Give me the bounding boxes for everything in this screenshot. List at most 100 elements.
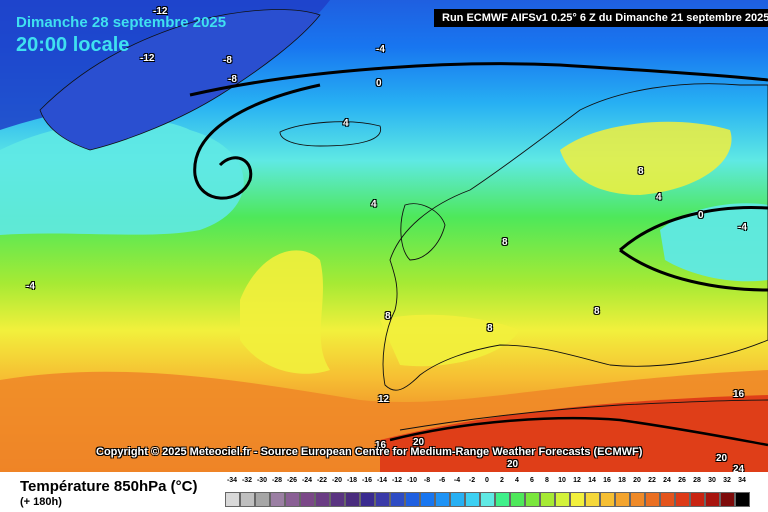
scale-swatch: [660, 492, 675, 507]
scale-tick-label: 16: [603, 477, 611, 484]
scale-swatch: [390, 492, 405, 507]
contour-label: 20: [507, 459, 519, 470]
scale-tick-label: 20: [633, 477, 641, 484]
contour-label: 12: [378, 394, 390, 405]
contour-label: 16: [733, 389, 745, 400]
scale-swatch: [540, 492, 555, 507]
scale-tick-label: -22: [316, 477, 328, 484]
lead-time: (+ 180h): [20, 496, 62, 508]
scale-tick-label: 2: [500, 477, 504, 484]
scale-swatch: [240, 492, 255, 507]
scale-tick-label: 10: [558, 477, 566, 484]
scale-swatch: [555, 492, 570, 507]
scale-tick-label: 8: [545, 477, 549, 484]
scale-swatch: [570, 492, 585, 507]
scale-swatch: [705, 492, 720, 507]
cold-zone-russia: [660, 203, 768, 282]
scale-tick-label: 24: [663, 477, 671, 484]
scale-tick-label: -28: [271, 477, 283, 484]
contour-label: -4: [738, 222, 747, 233]
scale-tick-label: -30: [256, 477, 268, 484]
hot-zone-africa: [380, 395, 768, 472]
scale-tick-label: 18: [618, 477, 626, 484]
land-europe: [382, 83, 768, 391]
forecast-date: Dimanche 28 septembre 2025: [16, 14, 227, 31]
scale-swatch: [420, 492, 435, 507]
contour-label: -8: [228, 74, 237, 85]
isotherm-zero-swirl: [193, 83, 321, 200]
scale-swatch: [255, 492, 270, 507]
contour-label: 20: [716, 453, 728, 464]
scale-swatch: [720, 492, 735, 507]
contour-label: 8: [594, 306, 600, 317]
scale-tick-label: 22: [648, 477, 656, 484]
scale-swatch: [735, 492, 750, 507]
yellow-zone-atlantic: [240, 250, 330, 374]
scale-swatch: [450, 492, 465, 507]
scale-swatch: [270, 492, 285, 507]
contour-label: 8: [385, 311, 391, 322]
scale-swatch: [675, 492, 690, 507]
scale-swatch: [630, 492, 645, 507]
footer: Température 850hPa (°C) (+ 180h) -34 -32-…: [0, 472, 768, 512]
contour-label: 4: [371, 199, 377, 210]
scale-tick-label: -16: [361, 477, 373, 484]
scale-swatch: [645, 492, 660, 507]
isotherm-zero-east: [619, 206, 768, 292]
scale-tick-label: 32: [723, 477, 731, 484]
cyan-zone-atlantic: [0, 119, 244, 235]
scale-swatch: [345, 492, 360, 507]
scale-tick-label: -24: [301, 477, 313, 484]
scale-swatch: [435, 492, 450, 507]
scale-swatch: [360, 492, 375, 507]
temperature-map: [0, 0, 768, 472]
forecast-time: 20:00 locale: [16, 34, 130, 56]
contour-label: 8: [487, 323, 493, 334]
scale-swatch: [285, 492, 300, 507]
scale-swatch: [300, 492, 315, 507]
scale-swatch: [225, 492, 240, 507]
contour-label: 8: [638, 166, 644, 177]
scale-swatch: [690, 492, 705, 507]
scale-swatch: [510, 492, 525, 507]
scale-tick-label: -18: [346, 477, 358, 484]
scale-tick-label: -2: [468, 477, 476, 484]
scale-swatch: [465, 492, 480, 507]
scale-tick-label: -6: [438, 477, 446, 484]
isotherm-twenty: [389, 416, 768, 447]
contour-label: -12: [140, 53, 155, 64]
scale-tick-label: 0: [485, 477, 489, 484]
contour-label: 4: [656, 192, 662, 203]
contour-label: 0: [698, 210, 704, 221]
scale-swatch: [600, 492, 615, 507]
scale-tick-label: 4: [515, 477, 519, 484]
land-uk: [400, 203, 446, 261]
scale-tick-label: 28: [693, 477, 701, 484]
scale-tick-label: -14: [376, 477, 388, 484]
yellow-zone-scandinavia: [560, 121, 732, 195]
scale-tick-label: 6: [530, 477, 534, 484]
land-greenland: [39, 9, 321, 151]
contour-label: 16: [375, 440, 387, 451]
scale-swatch: [315, 492, 330, 507]
scale-swatch: [405, 492, 420, 507]
scale-tick-label: -34: [226, 477, 238, 484]
contour-label: -4: [26, 281, 35, 292]
scale-tick-label: 30: [708, 477, 716, 484]
field-title: Température 850hPa (°C): [20, 478, 198, 495]
contour-label: -12: [153, 6, 168, 17]
scale-tick-label: -32: [241, 477, 253, 484]
scale-tick-label: -20: [331, 477, 343, 484]
scale-tick-label: -12: [391, 477, 403, 484]
scale-tick-label: -10: [406, 477, 418, 484]
scale-swatch: [615, 492, 630, 507]
scale-swatch: [585, 492, 600, 507]
land-iceland: [279, 121, 382, 147]
contour-label: 8: [502, 237, 508, 248]
scale-tick-label: 14: [588, 477, 596, 484]
contour-label: 20: [413, 437, 425, 448]
contour-label: -4: [376, 44, 385, 55]
contour-label: 24: [733, 464, 745, 475]
yellow-zone-iberia: [380, 314, 520, 367]
